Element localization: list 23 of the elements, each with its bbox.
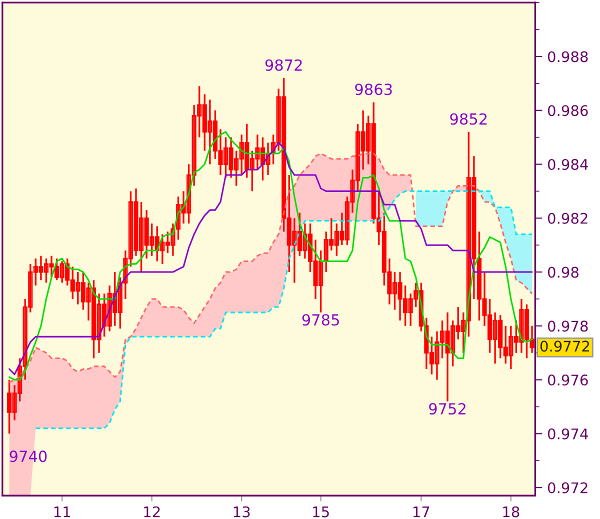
x-tick-label: 11 [54,506,70,518]
y-tick-label: 0.982 [548,212,588,224]
y-tick-label: 0.988 [548,51,588,62]
x-tick-label: 13 [234,506,250,518]
y-tick-label: 0.986 [548,105,588,116]
x-tick-label: 15 [313,506,329,518]
y-tick-label: 0.974 [548,428,588,440]
x-tick-label: 17 [413,506,430,518]
x-tick-label: 12 [144,506,160,518]
annotation: 9863 [355,84,392,96]
annotation: 9752 [429,403,466,415]
y-tick-label: 0.984 [548,158,588,170]
annotation: 9740 [10,450,47,462]
text: 0.9772 [540,340,590,352]
y-tick-label: 0.972 [548,482,588,494]
annotation: 9852 [450,113,487,125]
y-tick-label: 0.978 [548,320,588,332]
x-tick-label: 18 [503,506,520,518]
y-tick-label: 0.98 [548,266,578,278]
y-tick-label: 0.976 [548,374,588,386]
annotation: 9872 [265,59,302,71]
line-series [34,190,533,430]
annotation: 9785 [302,314,339,326]
